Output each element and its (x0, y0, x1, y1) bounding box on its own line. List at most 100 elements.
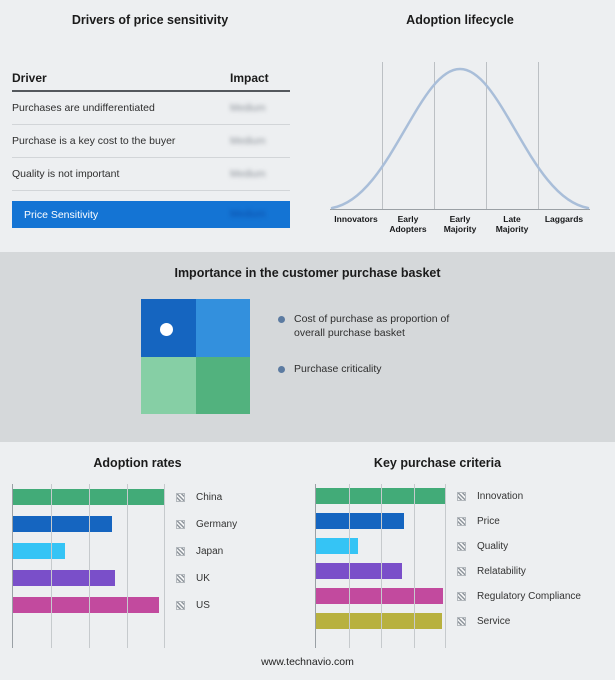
bar-row (316, 588, 446, 604)
driver-cell: Purchase is a key cost to the buyer (12, 135, 176, 147)
bar-label: Relatability (477, 565, 526, 577)
bar (13, 516, 112, 532)
impact-column-header: Impact (230, 71, 269, 85)
bar (13, 543, 65, 559)
hatched-marker (176, 573, 185, 583)
basket-panel: Importance in the customer purchase bask… (0, 252, 615, 442)
hatched-marker (457, 491, 466, 501)
bar-row (316, 538, 446, 554)
legend-item: UK (176, 570, 237, 586)
bar (316, 538, 358, 554)
gridline (382, 62, 383, 209)
legend-item: Service (457, 613, 581, 629)
bar-label: Innovation (477, 490, 524, 502)
legend-item: Cost of purchase as proportion of overal… (278, 312, 558, 340)
price-sensitivity-label: Price Sensitivity (24, 208, 99, 221)
gridline (445, 484, 446, 648)
bar (13, 570, 115, 586)
impact-cell-blurred: Medium (230, 168, 266, 180)
gridline (164, 484, 165, 648)
purchase-criteria-title: Key purchase criteria (373, 456, 502, 470)
table-row: Purchase is a key cost to the buyer Medi… (12, 125, 290, 158)
bar-label: Quality (477, 540, 509, 552)
bar-row (316, 513, 446, 529)
gridline (348, 484, 350, 648)
hatched-marker (176, 519, 185, 529)
gridline (127, 484, 128, 648)
gridline (51, 484, 52, 648)
bar-label: Germany (196, 518, 238, 530)
purchase-criteria-legend: Innovation Price Quality Relatability Re… (457, 484, 581, 638)
stage-label: Early Majority (443, 214, 477, 235)
adoption-rates-title: Adoption rates (93, 456, 182, 470)
bar-label: US (196, 599, 210, 611)
price-sensitivity-impact-blurred: Medium (230, 209, 266, 220)
legend-item: Quality (457, 538, 581, 554)
legend-item: US (176, 597, 237, 613)
gridline (538, 62, 539, 209)
driver-column-header: Driver (12, 71, 47, 85)
bell-curve (330, 67, 590, 210)
legend-label: Cost of purchase as proportion of overal… (294, 313, 450, 340)
gridline (381, 484, 382, 648)
gridline (486, 62, 487, 209)
lifecycle-title: Adoption lifecycle (406, 13, 514, 27)
lifecycle-stage-labels: Innovators Early Adopters Early Majority… (330, 214, 590, 234)
bar-label: Price (477, 515, 500, 527)
legend-item: Purchase criticality (278, 362, 558, 376)
hatched-marker (457, 616, 466, 626)
adoption-lifecycle-chart (330, 62, 590, 210)
impact-cell-blurred: Medium (230, 135, 266, 147)
bar-label: Regulatory Compliance (477, 590, 581, 602)
legend-item: China (176, 489, 237, 505)
hatched-marker (176, 546, 185, 556)
website-url: www.technavio.com (261, 656, 354, 668)
gridline (89, 484, 90, 648)
quadrant-chart (141, 299, 250, 414)
bar (316, 613, 443, 629)
quadrant (195, 299, 250, 357)
drivers-table-header: Driver Impact (12, 66, 290, 92)
quadrant (195, 356, 250, 414)
gridline (434, 62, 435, 209)
driver-cell: Purchases are undifferentiated (12, 102, 155, 114)
adoption-rates-chart (12, 484, 165, 648)
legend-bullet (278, 366, 285, 374)
adoption-rates-legend: China Germany Japan UK US (176, 484, 237, 624)
bar (316, 513, 405, 529)
hatched-marker (457, 541, 466, 551)
drivers-table: Driver Impact Purchases are undifferenti… (12, 66, 290, 228)
position-dot (160, 323, 173, 336)
bar-row (316, 613, 446, 629)
stage-label: Late Majority (495, 214, 529, 235)
bar-row (316, 563, 446, 579)
legend-item: Regulatory Compliance (457, 588, 581, 604)
drivers-table-rows: Purchases are undifferentiated Medium Pu… (12, 92, 290, 191)
hatched-marker (457, 566, 466, 576)
legend-item: Germany (176, 516, 237, 532)
hatched-marker (457, 516, 466, 526)
table-row: Purchases are undifferentiated Medium (12, 92, 290, 125)
adoption-curve-path (330, 67, 590, 210)
hatched-marker (457, 591, 466, 601)
legend-item: Japan (176, 543, 237, 559)
basket-legend: Cost of purchase as proportion of overal… (278, 312, 558, 399)
bar (316, 563, 402, 579)
impact-cell-blurred: Medium (230, 102, 266, 114)
stage-label: Laggards (544, 214, 584, 224)
bar-row (13, 597, 165, 613)
legend-item: Innovation (457, 488, 581, 504)
drivers-title: Drivers of price sensitivity (71, 13, 229, 27)
bar (13, 597, 159, 613)
stage-label: Early Adopters (389, 214, 427, 235)
legend-bullet (278, 316, 285, 323)
legend-item: Relatability (457, 563, 581, 579)
purchase-criteria-chart (315, 484, 446, 648)
legend-item: Price (457, 513, 581, 529)
table-row: Quality is not important Medium (12, 158, 290, 191)
driver-cell: Quality is not important (12, 168, 120, 180)
legend-label: Purchase criticality (294, 363, 382, 376)
gridline (413, 484, 415, 648)
hatched-marker (176, 492, 185, 502)
